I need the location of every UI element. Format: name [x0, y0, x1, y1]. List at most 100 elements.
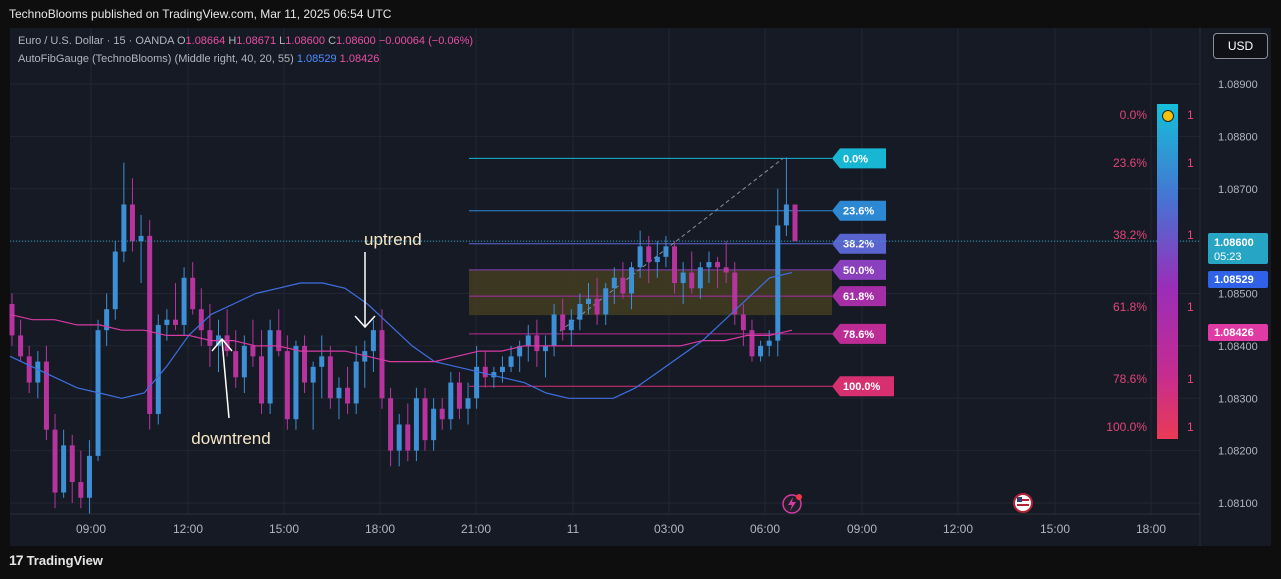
- candle: [766, 340, 772, 346]
- fast-ma-badge: [1208, 271, 1268, 288]
- candle: [594, 298, 600, 315]
- fib-tag: [832, 259, 886, 280]
- gauge-marker-icon: [1162, 110, 1174, 122]
- x-tick-label: 11: [567, 522, 580, 536]
- candle: [336, 387, 342, 399]
- candle: [18, 335, 24, 357]
- gauge-level-label: 100.0%: [1106, 420, 1147, 434]
- fib-tag-label: 50.0%: [843, 265, 874, 277]
- downtrend-arrow-head: [211, 337, 233, 352]
- candle: [9, 303, 15, 336]
- candle: [560, 314, 566, 331]
- candle: [138, 235, 144, 242]
- x-tick-label: 18:00: [365, 522, 395, 536]
- y-tick-label: 1.08900: [1218, 79, 1258, 91]
- candle: [112, 251, 118, 310]
- candle: [172, 319, 178, 325]
- candle: [327, 356, 333, 399]
- fast-ma-price-label: 1.08529: [1214, 274, 1254, 286]
- candle: [551, 314, 557, 346]
- candle: [207, 330, 213, 346]
- slow-ma-price-label: 1.08426: [1214, 327, 1254, 339]
- candle: [69, 445, 75, 483]
- x-tick-label: 06:00: [750, 522, 780, 536]
- candle: [370, 330, 376, 352]
- uptrend-arrow-head: [354, 315, 376, 329]
- fib-tag: [832, 323, 886, 344]
- x-tick-label: 03:00: [654, 522, 684, 536]
- candle: [422, 398, 428, 441]
- candle: [525, 335, 531, 346]
- candle: [474, 366, 480, 399]
- candle: [43, 361, 49, 430]
- candle: [190, 277, 196, 310]
- bottom-bar: [0, 546, 1281, 579]
- y-tick-label: 1.08200: [1218, 446, 1258, 458]
- candle: [413, 398, 419, 451]
- open-label: O: [176, 35, 186, 47]
- fib-tag-label: 100.0%: [843, 381, 881, 393]
- fib-tag-label: 61.8%: [843, 291, 874, 303]
- candle: [499, 366, 505, 373]
- tradingview-logo[interactable]: 17 TradingView: [9, 552, 103, 568]
- tv-logo-icon: 17: [9, 552, 24, 568]
- y-tick-label: 1.08400: [1218, 341, 1258, 353]
- candle: [448, 382, 454, 420]
- fib-gauge-bar: [1157, 104, 1178, 439]
- indicator-value-1: 1.08529: [296, 53, 337, 65]
- candle: [224, 335, 230, 352]
- candle: [405, 424, 411, 451]
- candle: [276, 330, 282, 352]
- candle: [319, 356, 325, 367]
- candle: [61, 445, 67, 493]
- candle: [362, 351, 368, 362]
- fib-tag: [832, 286, 886, 307]
- candle: [465, 398, 471, 409]
- gauge-level-label: 0.0%: [1120, 108, 1148, 122]
- candle: [456, 382, 462, 409]
- gauge-level-count: 1: [1187, 228, 1194, 242]
- candle: [603, 288, 609, 315]
- candle: [104, 309, 110, 331]
- candle: [542, 345, 548, 352]
- us-flag-event-icon: [1013, 493, 1033, 513]
- y-tick-label: 1.08800: [1218, 131, 1258, 143]
- candle: [353, 361, 359, 404]
- high-value: 1.08671: [236, 35, 277, 47]
- candle: [439, 408, 445, 420]
- us-flag-canton-icon: [1017, 497, 1022, 502]
- candle: [749, 330, 755, 357]
- y-tick-label: 1.08100: [1218, 498, 1258, 510]
- candle: [740, 314, 746, 331]
- x-tick-label: 18:00: [1136, 522, 1166, 536]
- candle: [620, 277, 626, 294]
- candle: [697, 267, 703, 289]
- candle: [585, 298, 591, 304]
- indicator-value-2: 1.08426: [339, 53, 380, 65]
- open-value: 1.08664: [185, 35, 226, 47]
- fib-trend-line: [559, 157, 784, 332]
- candle: [534, 335, 540, 352]
- candle: [164, 319, 170, 325]
- candle: [431, 408, 437, 441]
- y-tick-label: 1.08700: [1218, 184, 1258, 196]
- gauge-level-label: 38.2%: [1113, 228, 1147, 242]
- low-label: L: [279, 35, 286, 47]
- close-value: 1.08600: [336, 35, 376, 47]
- candle: [732, 272, 738, 315]
- candle: [198, 309, 204, 331]
- candle: [758, 345, 764, 357]
- fib-tag-label: 78.6%: [843, 329, 874, 341]
- candle: [302, 345, 308, 383]
- close-label: C: [328, 35, 337, 47]
- candle: [715, 262, 721, 268]
- fib-tag-label: 23.6%: [843, 206, 874, 218]
- candle: [284, 351, 290, 420]
- x-tick-label: 21:00: [461, 522, 491, 536]
- x-tick-label: 12:00: [943, 522, 973, 536]
- candle: [241, 345, 247, 378]
- candle: [35, 361, 41, 383]
- currency-button[interactable]: USD: [1213, 33, 1268, 59]
- gauge-level-count: 1: [1187, 300, 1194, 314]
